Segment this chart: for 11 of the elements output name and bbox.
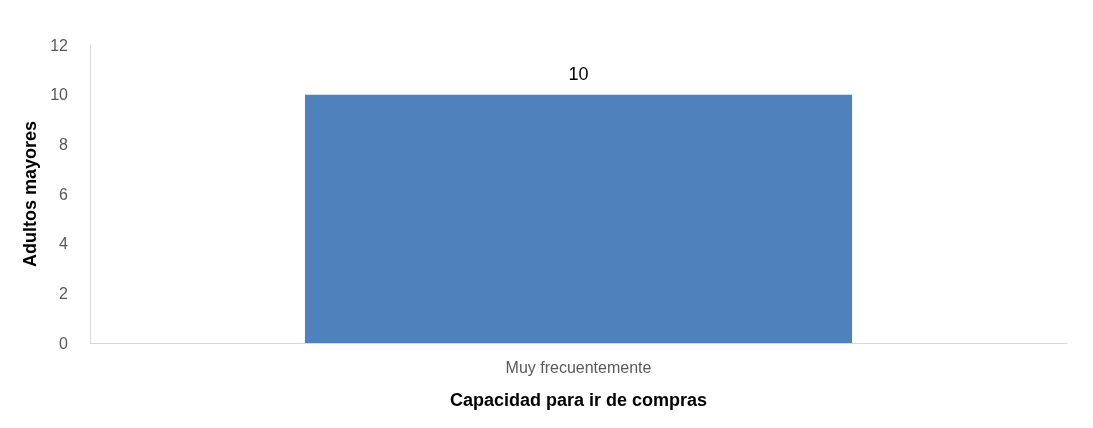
- y-tick-label: 0: [59, 334, 69, 352]
- y-tick-label: 4: [59, 235, 69, 253]
- y-tick-label: 10: [50, 86, 69, 104]
- y-axis-title: Adultos mayores: [20, 120, 41, 268]
- data-label: 10: [568, 63, 589, 84]
- y-tick-label: 8: [59, 135, 69, 153]
- y-tick-label: 12: [50, 36, 69, 54]
- y-tick-label: 2: [59, 284, 69, 302]
- y-tick-label: 6: [59, 185, 69, 203]
- x-tick-label: Muy frecuentemente: [505, 358, 652, 376]
- x-axis-title: Capacidad para ir de compras: [449, 390, 708, 410]
